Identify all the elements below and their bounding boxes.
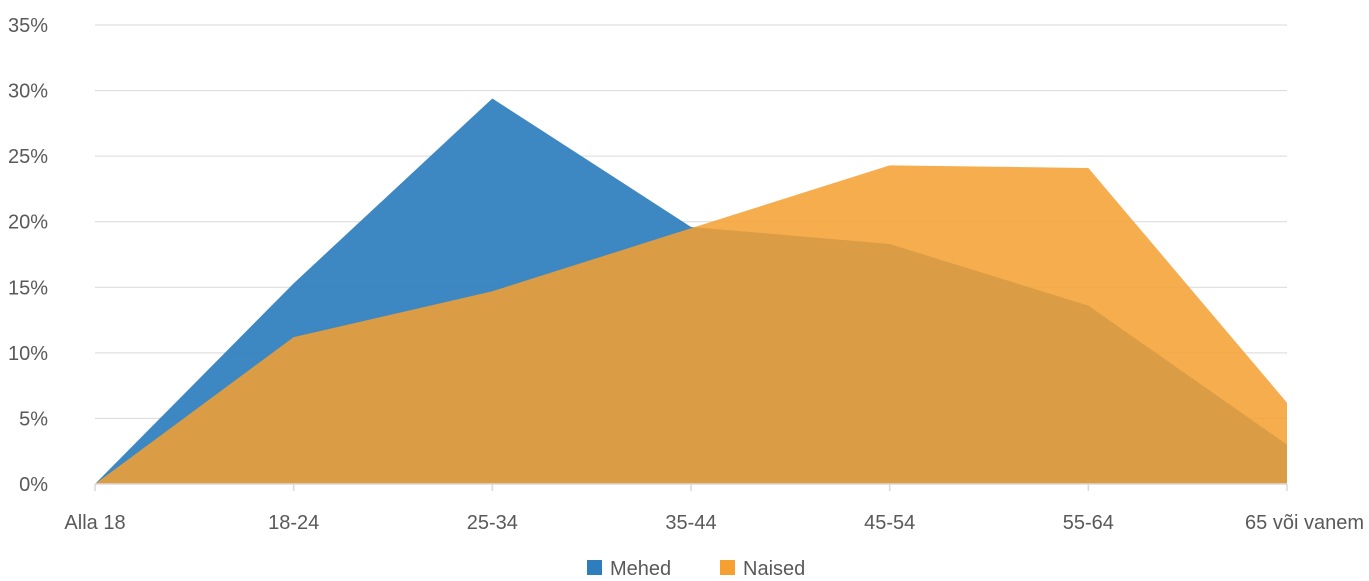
y-axis-tick-labels: 0% 5% 10% 15% 20% 25% 30% 35% [8, 15, 48, 496]
x-tick-label: 35-44 [665, 512, 716, 534]
x-tick-label: 45-54 [864, 512, 915, 534]
x-tick-label: 18-24 [268, 512, 319, 534]
legend-label: Mehed [610, 558, 671, 580]
x-tick-label: 55-64 [1063, 512, 1114, 534]
y-tick-label: 15% [8, 277, 48, 299]
x-tick-label: 65 või vanem [1245, 512, 1364, 534]
x-axis-tick-labels: Alla 18 18-24 25-34 35-44 45-54 55-64 65 või v… [64, 512, 1364, 534]
legend-swatch [587, 560, 602, 575]
y-tick-label: 0% [19, 474, 48, 496]
legend: Mehed Naised [587, 558, 805, 580]
y-tick-label: 5% [19, 408, 48, 430]
y-tick-label: 20% [8, 212, 48, 234]
y-tick-label: 30% [8, 81, 48, 103]
x-axis [95, 484, 1287, 491]
legend-label: Naised [743, 558, 805, 580]
y-tick-label: 25% [8, 146, 48, 168]
legend-swatch [720, 560, 735, 575]
x-tick-label: Alla 18 [64, 512, 125, 534]
x-tick-label: 25-34 [467, 512, 518, 534]
y-tick-label: 35% [8, 15, 48, 37]
y-tick-label: 10% [8, 343, 48, 365]
